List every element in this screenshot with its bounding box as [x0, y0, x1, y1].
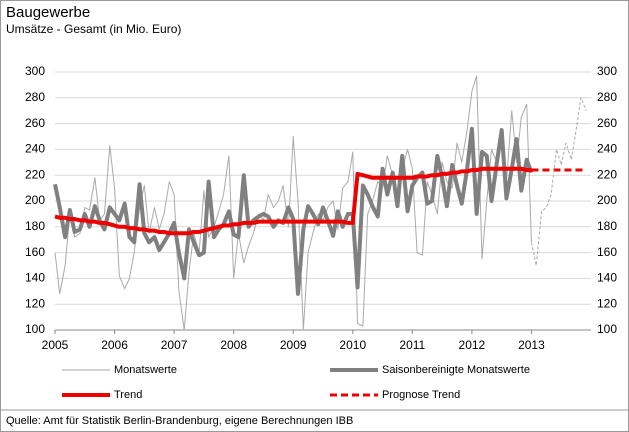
source-note: Quelle: Amt für Statistik Berlin-Branden… [6, 415, 353, 427]
y2-tick-label: 200 [597, 193, 617, 207]
x-tick-label: 2013 [518, 338, 545, 352]
y-tick-label: 300 [25, 64, 45, 78]
y-tick-label: 260 [25, 116, 45, 130]
chart-subtitle: Umsätze - Gesamt (in Mio. Euro) [6, 22, 181, 36]
series-line [530, 97, 587, 266]
legend-label: Monatswerte [114, 364, 177, 376]
x-tick-label: 2007 [161, 338, 188, 352]
y-tick-label: 160 [25, 245, 45, 259]
y2-tick-label: 100 [597, 322, 617, 336]
y2-tick-label: 260 [597, 116, 617, 130]
legend-label: Trend [114, 389, 142, 401]
y2-tick-label: 280 [597, 90, 617, 104]
y2-tick-label: 220 [597, 167, 617, 181]
y-tick-label: 180 [25, 219, 45, 233]
legend-label: Prognose Trend [382, 389, 460, 401]
x-tick-label: 2010 [339, 338, 366, 352]
y-tick-label: 240 [25, 142, 45, 156]
x-tick-label: 2006 [101, 338, 128, 352]
y-tick-label: 100 [25, 322, 45, 336]
y2-tick-label: 300 [597, 64, 617, 78]
y2-tick-label: 140 [597, 271, 617, 285]
y-tick-label: 280 [25, 90, 45, 104]
x-tick-label: 2008 [220, 338, 247, 352]
y-tick-label: 140 [25, 271, 45, 285]
legend-label: Saisonbereinigte Monatswerte [382, 364, 530, 376]
y2-tick-label: 120 [597, 296, 617, 310]
x-tick-label: 2009 [280, 338, 307, 352]
y-tick-label: 120 [25, 296, 45, 310]
y2-tick-label: 160 [597, 245, 617, 259]
y2-tick-label: 240 [597, 142, 617, 156]
x-tick-label: 2011 [399, 338, 425, 352]
x-tick-label: 2005 [42, 338, 69, 352]
x-tick-label: 2012 [459, 338, 486, 352]
series-line [54, 75, 532, 331]
y-tick-label: 220 [25, 167, 45, 181]
chart-title: Baugewerbe [6, 4, 90, 21]
y-tick-label: 200 [25, 193, 45, 207]
series-line [53, 126, 534, 296]
y2-tick-label: 180 [597, 219, 617, 233]
series-line [54, 166, 532, 236]
